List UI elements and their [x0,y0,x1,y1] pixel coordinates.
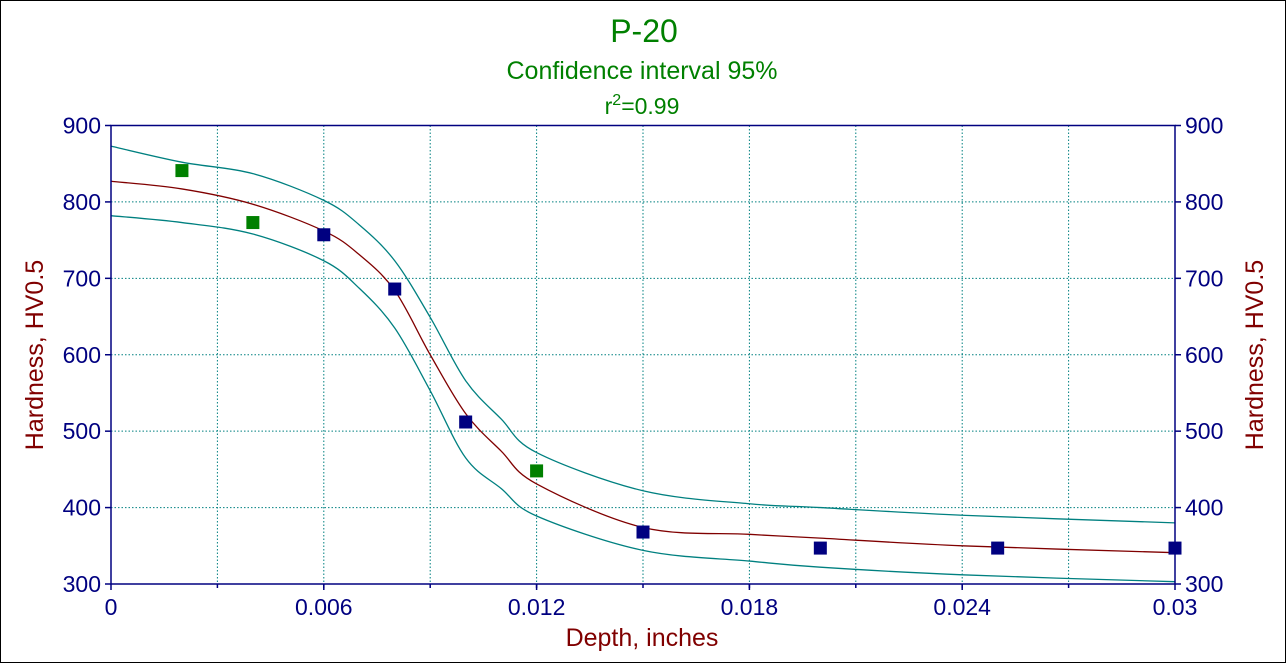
data-point [459,415,473,429]
chart-subtitle: Confidence interval 95% [507,57,778,85]
y-tick-label-right: 900 [1185,113,1223,139]
curve-upper [110,145,1176,524]
y-tick-label-right: 600 [1185,342,1223,368]
data-point [991,541,1005,555]
data-point [246,216,260,230]
data-point [813,541,827,555]
y-tick-label-right: 300 [1185,571,1223,597]
curves [110,145,1176,583]
x-tick-label: 0 [105,594,118,620]
x-tick-label: 0.03 [1153,594,1198,620]
y-axis-label-right: Hardness, HV0.5 [1241,260,1269,450]
y-tick-label-right: 500 [1185,418,1223,444]
x-axis-label: Depth, inches [566,624,719,652]
data-point [530,464,544,478]
x-tick-label: 0.024 [933,594,991,620]
y-tick-label-right: 800 [1185,189,1223,215]
x-tick-label: 0.012 [508,594,566,620]
axes: 300 300 400 400 500 500 600 600 700 700 800 800 900 9… [63,113,1224,621]
grid [111,125,1175,584]
y-tick-label-left: 400 [63,495,101,521]
data-points [175,164,1182,555]
y-tick-label-left: 300 [63,571,101,597]
data-point [636,525,650,539]
y-tick-label-left: 500 [63,418,101,444]
data-point [317,228,331,242]
r-squared: r2=0.99 [605,92,680,119]
y-tick-label-left: 900 [63,113,101,139]
curve-fit [110,180,1176,554]
curve-lower [110,215,1176,583]
data-point [388,282,402,296]
y-tick-label-left: 600 [63,342,101,368]
chart-title: P-20 [610,13,678,49]
x-tick-label: 0.006 [295,594,353,620]
y-tick-label-right: 700 [1185,265,1223,291]
plot-border [110,124,1176,585]
x-tick-label: 0.018 [721,594,779,620]
y-tick-label-right: 400 [1185,495,1223,521]
y-axis-label-left: Hardness, HV0.5 [21,260,49,450]
data-point [175,164,189,178]
y-tick-label-left: 700 [63,265,101,291]
y-tick-label-left: 800 [63,189,101,215]
